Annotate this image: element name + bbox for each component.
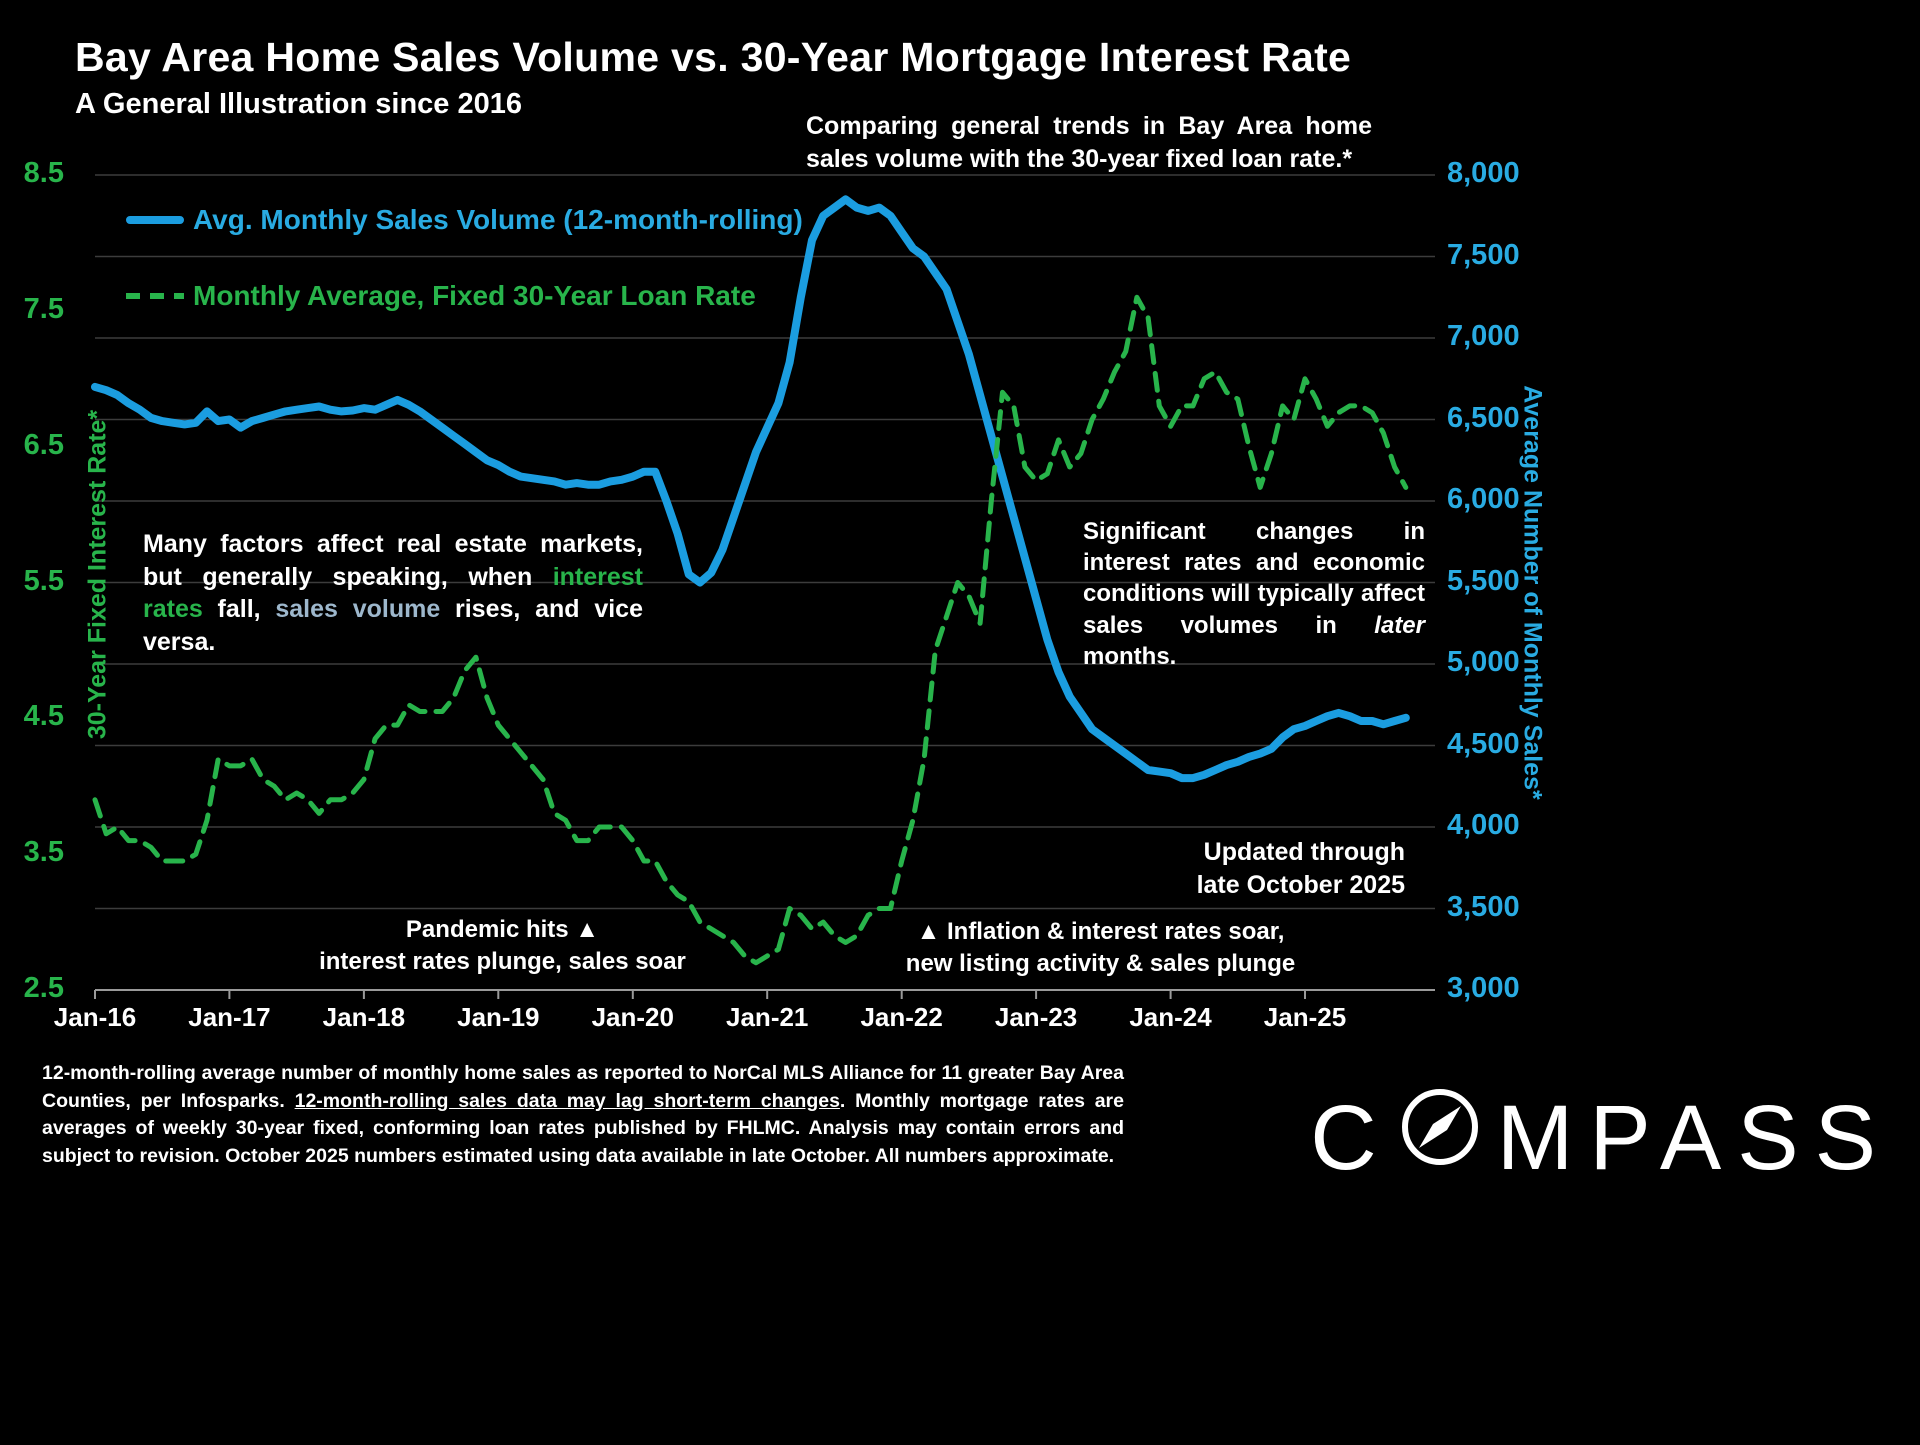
- legend-label-rate: Monthly Average, Fixed 30-Year Loan Rate: [193, 280, 756, 311]
- left-axis-tick-label: 2.5: [23, 972, 64, 1004]
- annotation-many-factors: Many factors affect real estate markets,…: [143, 528, 643, 658]
- footnote: 12-month-rolling average number of month…: [42, 1060, 1124, 1171]
- right-axis-tick-label: 7,500: [1447, 238, 1520, 271]
- annotation-significant: Significant changes in interest rates an…: [1083, 516, 1425, 672]
- compass-o-icon: [1397, 1084, 1483, 1192]
- x-axis-tick-label: Jan-23: [994, 1002, 1078, 1032]
- x-axis-tick-label: Jan-17: [188, 1002, 271, 1032]
- left-axis-tick-label: 5.5: [23, 564, 64, 597]
- annotation-updated: Updated through late October 2025: [1100, 836, 1405, 901]
- annotation-pandemic-line1: Pandemic hits ▲: [405, 916, 600, 943]
- right-axis-tick-label: 6,500: [1447, 401, 1520, 434]
- left-axis-tick-label: 3.5: [23, 836, 64, 869]
- left-axis-tick-label: 8.5: [23, 157, 64, 189]
- annotation-pandemic-line2: interest rates plunge, sales soar: [319, 948, 686, 976]
- left-axis-tick-label: 4.5: [23, 700, 64, 733]
- x-axis-tick-label: Jan-19: [457, 1002, 540, 1032]
- annotation-many-p3: rises, and vice versa.: [143, 595, 643, 656]
- annotation-inflation: ▲ Inflation & interest rates soar, new l…: [898, 916, 1303, 981]
- legend-label-sales: Avg. Monthly Sales Volume (12-month-roll…: [193, 204, 803, 235]
- right-axis-tick-label: 6,000: [1447, 483, 1520, 515]
- right-axis-tick-label: 4,500: [1447, 727, 1520, 760]
- sales-line-swatch-icon: [126, 216, 184, 224]
- annotation-inflation-line1: ▲ Inflation & interest rates soar,: [916, 918, 1285, 945]
- annotation-many-green-phrase: interest rates: [143, 562, 643, 624]
- x-axis-tick-label: Jan-22: [860, 1002, 943, 1032]
- x-axis-tick-label: Jan-20: [591, 1002, 674, 1032]
- annotation-inflation-line2: new listing activity & sales plunge: [905, 950, 1296, 978]
- footnote-p1: 12-month-rolling average number of month…: [42, 1062, 1124, 1112]
- legend-item-rate: Monthly Average, Fixed 30-Year Loan Rate: [126, 280, 803, 312]
- annotation-pandemic: Pandemic hits ▲ interest rates plunge, s…: [310, 914, 695, 979]
- annotation-significant-p1: Significant changes in interest rates an…: [1083, 518, 1425, 639]
- left-axis-tick-label: 6.5: [23, 428, 64, 461]
- annotation-comparing: Comparing general trends in Bay Area hom…: [806, 112, 1372, 173]
- legend-item-sales: Avg. Monthly Sales Volume (12-month-roll…: [126, 204, 803, 236]
- left-axis-title: 30-Year Fixed Interest Rate*: [83, 409, 112, 740]
- logo-letters-mpass: MPASS: [1496, 1086, 1892, 1189]
- x-axis-tick-label: Jan-16: [53, 1002, 137, 1032]
- right-axis-tick-label: 3,000: [1447, 972, 1520, 1004]
- annotation-significant-italic: later: [1374, 611, 1425, 639]
- annotation-many-p1: Many factors affect real estate markets,…: [143, 530, 643, 591]
- right-axis-tick-label: 7,000: [1447, 320, 1520, 352]
- x-axis-tick-label: Jan-18: [322, 1002, 406, 1032]
- annotation-many-blue-phrase: sales volume: [275, 595, 441, 623]
- right-axis-tick-label: 5,500: [1447, 564, 1520, 597]
- left-axis-tick-label: 7.5: [23, 292, 64, 325]
- right-axis-tick-label: 4,000: [1447, 809, 1520, 841]
- x-axis-tick-label: Jan-25: [1263, 1002, 1347, 1032]
- annotation-updated-line1: Updated through: [1203, 838, 1405, 866]
- annotation-significant-p2: months.: [1083, 642, 1177, 670]
- rate-line-swatch-icon: [126, 293, 184, 299]
- x-axis-tick-label: Jan-24: [1129, 1002, 1212, 1032]
- footnote-p2: . Monthly mortgage rates are averages of…: [42, 1089, 1124, 1168]
- page-subtitle: A General Illustration since 2016: [75, 88, 522, 120]
- legend: Avg. Monthly Sales Volume (12-month-roll…: [126, 204, 803, 356]
- page-title: Bay Area Home Sales Volume vs. 30-Year M…: [75, 34, 1352, 80]
- x-axis-tick-label: Jan-21: [726, 1002, 809, 1032]
- logo-letter-c: C: [1310, 1086, 1393, 1189]
- annotation-updated-line2: late October 2025: [1196, 870, 1405, 899]
- right-axis-tick-label: 5,000: [1447, 646, 1520, 678]
- compass-logo: C MPASS: [1310, 1084, 1892, 1192]
- annotation-many-p2: fall,: [202, 595, 276, 623]
- footnote-underlined: 12-month-rolling sales data may lag shor…: [294, 1089, 840, 1112]
- right-axis-tick-label: 3,500: [1447, 890, 1520, 923]
- right-axis-tick-label: 8,000: [1447, 157, 1520, 189]
